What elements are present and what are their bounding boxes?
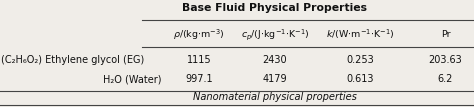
Text: 203.63: 203.63 [428,55,463,65]
Text: 4179: 4179 [263,74,287,84]
Text: 2430: 2430 [263,55,287,65]
Text: 0.613: 0.613 [346,74,374,84]
Text: $c_p$/(J$\cdot$kg$^{-1}$$\cdot$K$^{-1}$): $c_p$/(J$\cdot$kg$^{-1}$$\cdot$K$^{-1}$) [241,27,309,42]
Text: $\rho$/(kg$\cdot$m$^{-3}$): $\rho$/(kg$\cdot$m$^{-3}$) [173,27,225,42]
Text: (C₂H₆O₂) Ethylene glycol (EG): (C₂H₆O₂) Ethylene glycol (EG) [1,55,144,65]
Text: $k$/(W$\cdot$m$^{-1}$$\cdot$K$^{-1}$): $k$/(W$\cdot$m$^{-1}$$\cdot$K$^{-1}$) [326,27,394,41]
Text: Nanomaterial physical properties: Nanomaterial physical properties [193,92,357,102]
Text: Base Fluid Physical Properties: Base Fluid Physical Properties [182,3,367,13]
Text: H₂O (Water): H₂O (Water) [103,74,162,84]
Text: Pr: Pr [441,30,450,39]
Text: 0.253: 0.253 [346,55,374,65]
Text: 1115: 1115 [187,55,211,65]
Text: 6.2: 6.2 [438,74,453,84]
Text: 997.1: 997.1 [185,74,213,84]
